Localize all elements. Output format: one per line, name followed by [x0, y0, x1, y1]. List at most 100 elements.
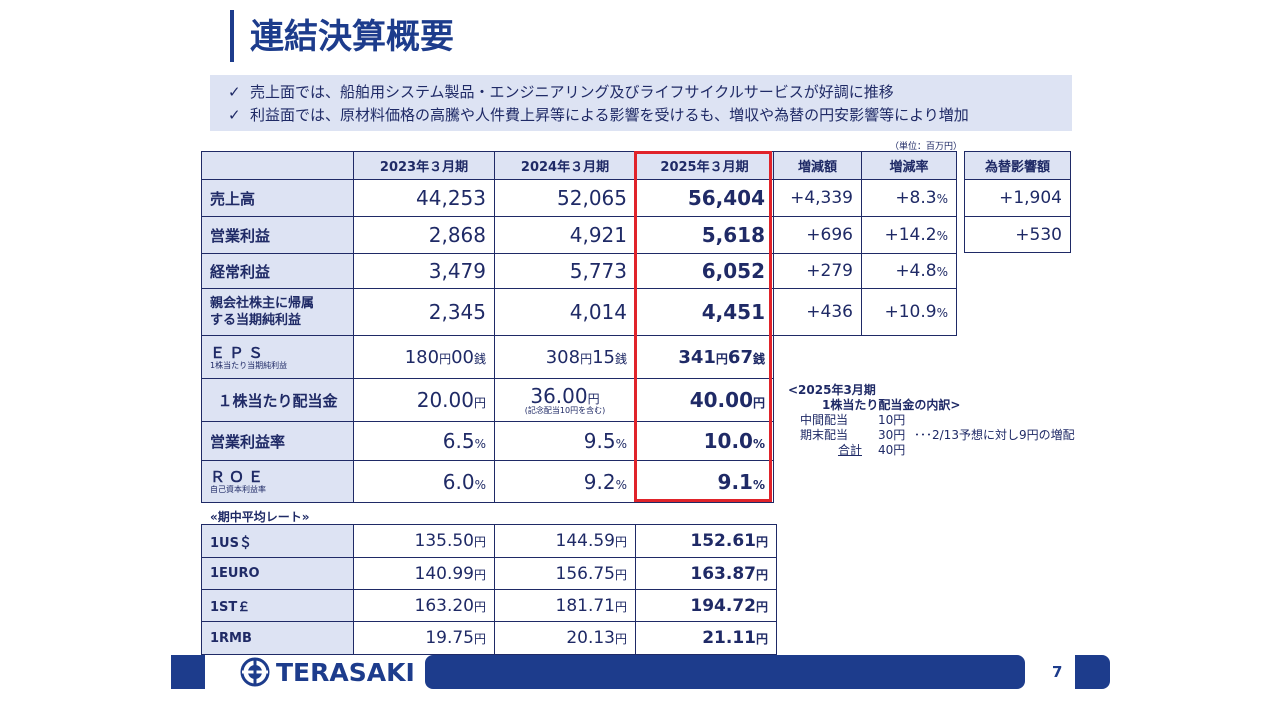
cell-rate: +10.9%	[861, 288, 957, 336]
row-label: 親会社株主に帰属 する当期純利益	[201, 288, 354, 336]
page-title: 連結決算概要	[250, 17, 454, 57]
dividend-breakdown: <2025年3月期 1株当たり配当金の内訳> 中間配当 10円 期末配当 30円 ･･…	[788, 383, 1075, 457]
cell-2023: 20.00円	[353, 378, 495, 422]
footer-bar-right	[1075, 655, 1110, 689]
cell-2024: 9.2%	[494, 460, 636, 503]
cell-2024: 52,065	[494, 179, 636, 217]
table-header-row: 2023年３月期 2024年３月期 2025年３月期 増減額 増減率	[201, 151, 957, 180]
title-accent-bar	[230, 10, 234, 62]
cell-2025: 56,404	[635, 179, 774, 217]
header-2024: 2024年３月期	[494, 151, 636, 180]
rate-label: 1RMB	[201, 621, 354, 655]
row-label: ＲＯＥ 自己資本利益率	[201, 460, 354, 503]
cell-2024: 9.5%	[494, 421, 636, 461]
header-2023: 2023年３月期	[353, 151, 495, 180]
summary-box: ✓ 売上面では、船舶用システム製品・エンジニアリング及びライフサイクルサービスが好…	[210, 75, 1072, 131]
rate-row-euro: 1EURO 140.99円 156.75円 163.87円	[201, 557, 777, 590]
cell-2023: 6.5%	[353, 421, 495, 461]
header-change: 増減額	[773, 151, 862, 180]
rate-2024: 144.59円	[494, 524, 636, 558]
rate-2023: 135.50円	[353, 524, 495, 558]
row-label: 営業利益率	[201, 421, 354, 461]
fx-sales: +1,904	[964, 179, 1071, 217]
rate-2023: 19.75円	[353, 621, 495, 655]
cell-2023: 180円00銭	[353, 335, 495, 379]
cell-2025: 5,618	[635, 216, 774, 254]
header-2025: 2025年３月期	[635, 151, 774, 180]
cell-2023: 3,479	[353, 253, 495, 289]
row-label: １株当たり配当金	[201, 378, 354, 422]
rate-2024: 181.71円	[494, 589, 636, 622]
summary-line-1: ✓ 売上面では、船舶用システム製品・エンジニアリング及びライフサイクルサービスが好…	[228, 83, 894, 101]
cell-2023: 2,345	[353, 288, 495, 336]
financial-table: 2023年３月期 2024年３月期 2025年３月期 増減額 増減率 売上高 4…	[201, 151, 957, 503]
rate-label: 1US＄	[201, 524, 354, 558]
cell-change: +279	[773, 253, 862, 289]
rate-label: 1EURO	[201, 557, 354, 590]
rate-2024: 20.13円	[494, 621, 636, 655]
empty-cell	[774, 336, 957, 379]
cell-2023: 44,253	[353, 179, 495, 217]
page-number: 7	[1052, 663, 1063, 681]
cell-2024: 4,921	[494, 216, 636, 254]
table-row-sales: 売上高 44,253 52,065 56,404 +4,339 +8.3%	[201, 179, 957, 217]
cell-2025: 9.1%	[635, 460, 774, 503]
cell-2025: 341円67銭	[635, 335, 774, 379]
cell-2025: 40.00円	[635, 378, 774, 422]
empty-cell	[774, 461, 957, 503]
cell-2024: 5,773	[494, 253, 636, 289]
table-row-roe: ＲＯＥ 自己資本利益率 6.0% 9.2% 9.1%	[201, 460, 957, 503]
fx-impact-table: 為替影響額 +1,904 +530	[964, 151, 1071, 253]
row-label: 経常利益	[201, 253, 354, 289]
check-icon: ✓	[228, 83, 241, 101]
interim-row: 中間配当 10円	[800, 413, 906, 427]
cell-2025: 4,451	[635, 288, 774, 336]
rate-row-rmb: 1RMB 19.75円 20.13円 21.11円	[201, 621, 777, 655]
rate-2023: 140.99円	[353, 557, 495, 590]
cell-change: +4,339	[773, 179, 862, 217]
rate-2025: 194.72円	[635, 589, 777, 622]
rate-row-gbp: 1ST￡ 163.20円 181.71円 194.72円	[201, 589, 777, 622]
unit-note: （単位：百万円）	[890, 142, 963, 152]
cell-2025: 10.0%	[635, 421, 774, 461]
header-fx: 為替影響額	[964, 151, 1071, 180]
footer-bar-middle	[425, 655, 1025, 689]
fx-operating-profit: +530	[964, 216, 1071, 253]
exchange-rate-table: 1US＄ 135.50円 144.59円 152.61円 1EURO 140.9…	[201, 524, 777, 655]
rate-2025: 152.61円	[635, 524, 777, 558]
header-blank	[201, 151, 354, 180]
cell-2024: 4,014	[494, 288, 636, 336]
header-rate: 増減率	[861, 151, 957, 180]
rate-row-usd: 1US＄ 135.50円 144.59円 152.61円	[201, 524, 777, 558]
cell-2023: 2,868	[353, 216, 495, 254]
row-label: ＥＰＳ 1株当たり当期純利益	[201, 335, 354, 379]
cell-rate: +14.2%	[861, 216, 957, 254]
rate-label: 1ST￡	[201, 589, 354, 622]
final-row: 期末配当 30円 ･･･2/13予想に対し9円の増配	[800, 428, 1075, 442]
cell-2025: 6,052	[635, 253, 774, 289]
cell-2024: 36.00円 (記念配当10円を含む)	[494, 378, 636, 422]
rate-2024: 156.75円	[494, 557, 636, 590]
cell-2023: 6.0%	[353, 460, 495, 503]
table-row-net-income: 親会社株主に帰属 する当期純利益 2,345 4,014 4,451 +436 …	[201, 288, 957, 336]
check-icon: ✓	[228, 106, 241, 124]
table-row-op-margin: 営業利益率 6.5% 9.5% 10.0%	[201, 421, 957, 461]
row-label: 売上高	[201, 179, 354, 217]
terasaki-logo: TERASAKI	[240, 656, 415, 688]
row-label: 営業利益	[201, 216, 354, 254]
footer-bar-left	[171, 655, 205, 689]
table-row-eps: ＥＰＳ 1株当たり当期純利益 180円00銭 308円15銭 341円67銭	[201, 335, 957, 379]
rate-2025: 21.11円	[635, 621, 777, 655]
cell-rate: +8.3%	[861, 179, 957, 217]
rate-2023: 163.20円	[353, 589, 495, 622]
terasaki-logo-icon	[240, 657, 270, 687]
summary-line-2: ✓ 利益面では、原材料価格の高騰や人件費上昇等による影響を受けるも、増収や為替の円…	[228, 106, 969, 124]
rates-title: «期中平均レート»	[210, 510, 310, 524]
table-row-ordinary-profit: 経常利益 3,479 5,773 6,052 +279 +4.8%	[201, 253, 957, 289]
total-row: 合計 40円	[837, 443, 906, 457]
rate-2025: 163.87円	[635, 557, 777, 590]
cell-change: +696	[773, 216, 862, 254]
cell-change: +436	[773, 288, 862, 336]
table-row-operating-profit: 営業利益 2,868 4,921 5,618 +696 +14.2%	[201, 216, 957, 254]
logo-text: TERASAKI	[276, 657, 415, 687]
